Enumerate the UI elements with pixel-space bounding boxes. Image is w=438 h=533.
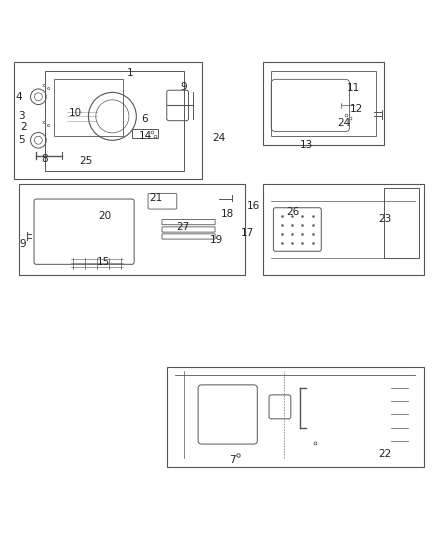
Text: 11: 11	[346, 83, 360, 93]
Text: 8: 8	[42, 154, 48, 164]
Text: 14: 14	[138, 131, 152, 141]
Text: 22: 22	[378, 449, 391, 458]
Text: 9: 9	[181, 82, 187, 92]
Text: 21: 21	[149, 193, 162, 203]
Text: 20: 20	[99, 212, 112, 221]
Text: 16: 16	[247, 200, 261, 211]
Text: 12: 12	[350, 104, 363, 114]
Text: 1: 1	[127, 68, 133, 78]
Text: 26: 26	[286, 207, 300, 217]
Text: 17: 17	[240, 228, 254, 238]
Text: 25: 25	[80, 156, 93, 166]
Text: 4: 4	[15, 92, 22, 102]
Text: 24: 24	[212, 133, 226, 143]
Text: 23: 23	[378, 214, 391, 224]
Text: 9: 9	[20, 239, 26, 249]
Text: 3: 3	[18, 111, 25, 122]
Text: 19: 19	[210, 236, 223, 245]
Text: 10: 10	[69, 108, 82, 118]
Text: 6: 6	[142, 114, 148, 124]
Text: 7: 7	[229, 455, 235, 465]
Text: 24: 24	[338, 118, 351, 128]
Text: 18: 18	[221, 209, 234, 219]
Text: 15: 15	[97, 257, 110, 267]
Text: 2: 2	[20, 122, 26, 132]
Text: 5: 5	[18, 135, 25, 146]
Text: 13: 13	[300, 140, 313, 150]
Text: 27: 27	[177, 222, 190, 232]
